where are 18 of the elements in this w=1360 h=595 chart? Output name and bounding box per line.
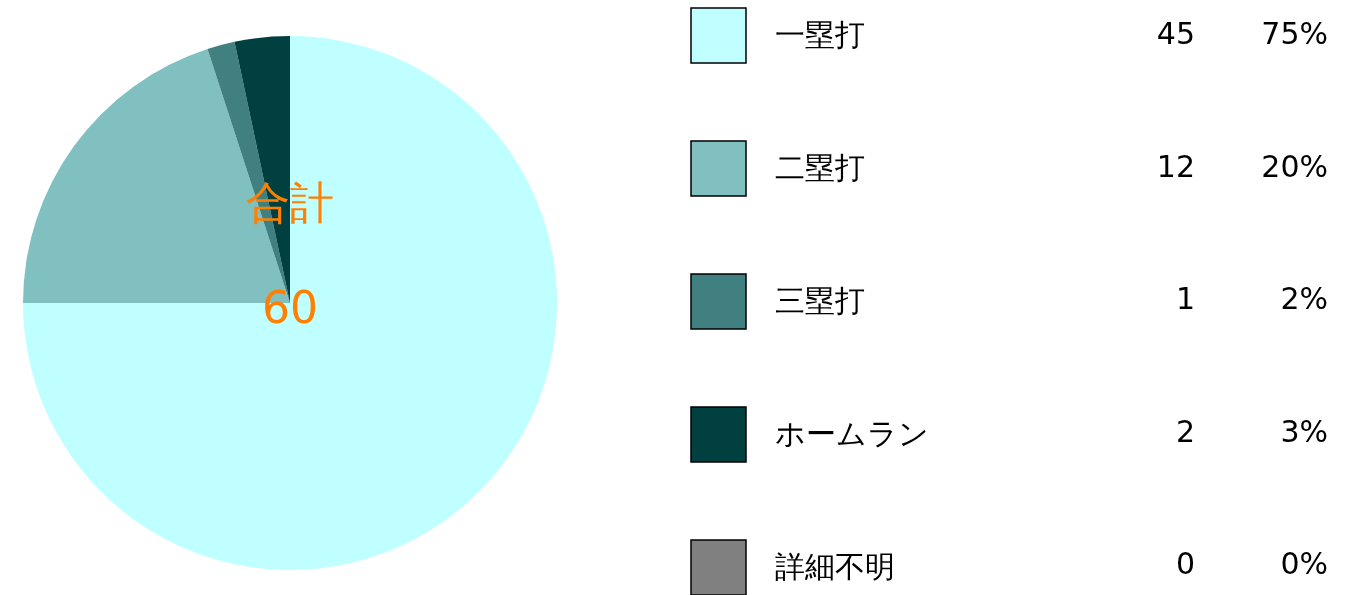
text: 3% bbox=[1280, 413, 1328, 449]
text: 60 bbox=[262, 282, 318, 333]
text: 75% bbox=[1261, 16, 1328, 51]
data-label: 12 bbox=[1156, 148, 1195, 184]
data-label: 45 bbox=[1156, 16, 1195, 51]
text: 0 bbox=[1175, 546, 1195, 581]
text: 合計 bbox=[246, 177, 334, 228]
legend-label: 詳細不明 bbox=[775, 548, 895, 584]
legend-label: ホームラン bbox=[775, 415, 929, 451]
data-label: 2 bbox=[1175, 413, 1195, 449]
text: 2% bbox=[1280, 281, 1328, 316]
data-label: 1 bbox=[1175, 281, 1195, 316]
legend-label: 二塁打 bbox=[775, 149, 865, 185]
text: 20% bbox=[1261, 148, 1328, 184]
pie-slice bbox=[23, 36, 557, 570]
legend-label: 一塁打 bbox=[775, 16, 865, 52]
text: 0% bbox=[1280, 546, 1328, 581]
legend-label: 三塁打 bbox=[775, 282, 865, 318]
